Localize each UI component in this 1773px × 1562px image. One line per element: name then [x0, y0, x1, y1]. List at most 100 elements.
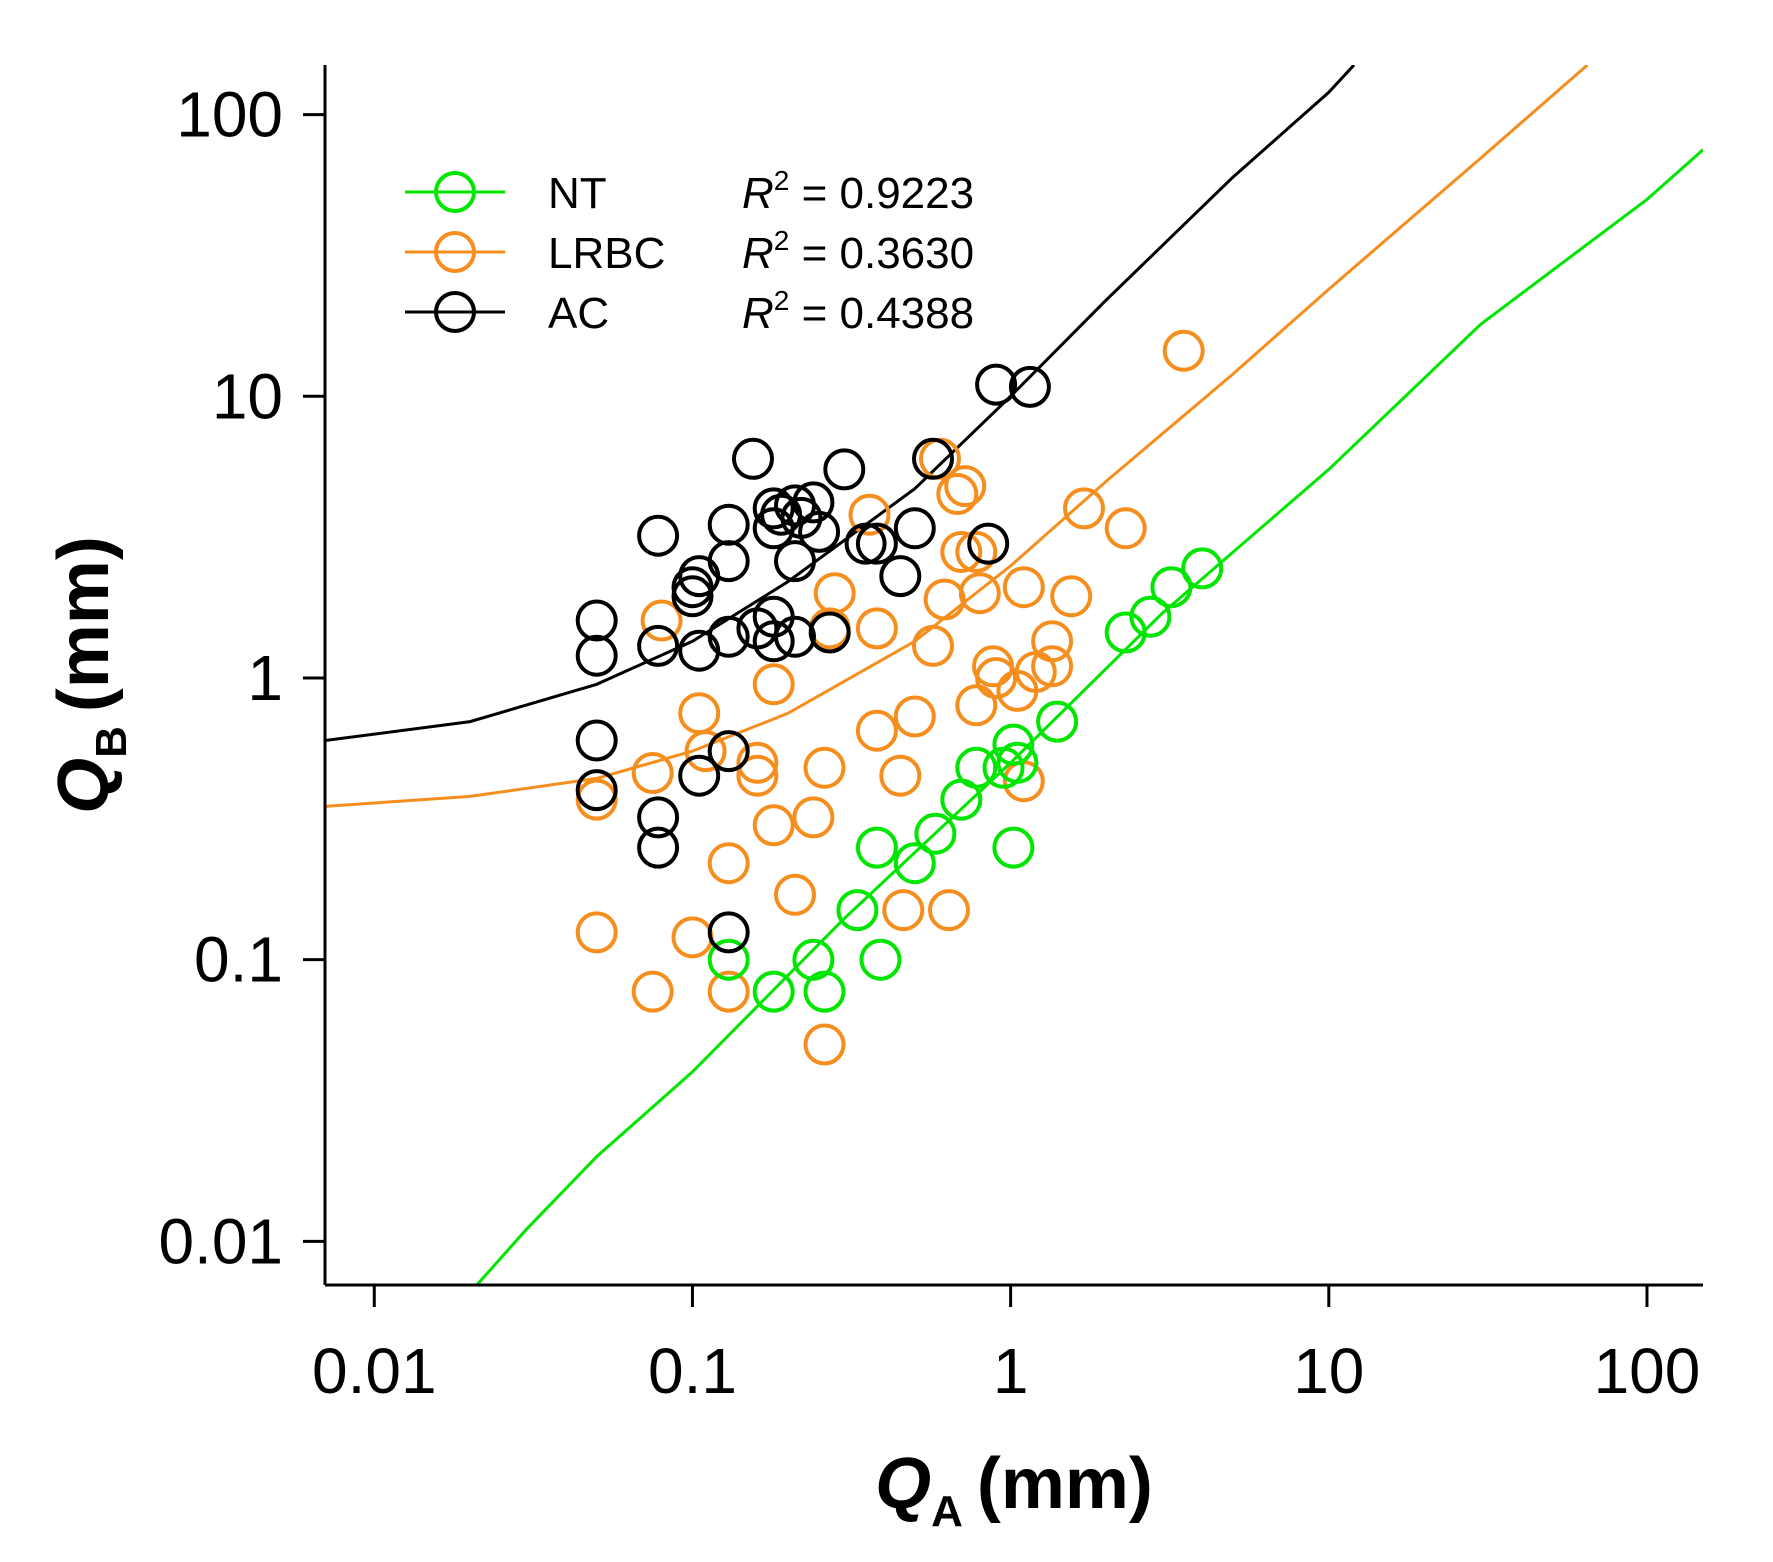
- point-ac-36: [893, 507, 936, 550]
- x-tick-label-4: 100: [1594, 1335, 1701, 1407]
- point-ac-39: [975, 363, 1018, 406]
- point-lrbc-45: [1063, 487, 1105, 530]
- point-lrbc-35: [958, 572, 1001, 615]
- point-ac-31: [808, 611, 851, 654]
- point-lrbc-8: [707, 842, 750, 885]
- point-lrbc-32: [944, 465, 987, 508]
- point-lrbc-10: [736, 741, 779, 784]
- point-lrbc-5: [671, 916, 714, 959]
- point-ac-20: [752, 487, 795, 530]
- y-axis-title-main: Q: [44, 758, 124, 814]
- point-ac-4: [637, 514, 680, 557]
- point-lrbc-24: [882, 889, 925, 932]
- point-ac-14: [707, 540, 750, 583]
- x-tick-label-1: 0.1: [648, 1335, 737, 1407]
- scatter-points: [575, 329, 1224, 1066]
- point-lrbc-42: [1031, 620, 1074, 663]
- legend-r2-ac: R2 = 0.4388: [742, 285, 974, 338]
- point-ac-27: [774, 615, 816, 658]
- point-ac-5: [637, 624, 680, 667]
- point-ac-40: [1008, 365, 1051, 408]
- point-nt-5: [855, 826, 898, 869]
- point-lrbc-23: [879, 754, 922, 797]
- y-tick-label-4: 100: [176, 79, 283, 151]
- x-axis-title-unit: (mm): [977, 1444, 1153, 1524]
- point-lrbc-28: [923, 578, 966, 621]
- legend: NT R2 = 0.9223 LRBC R2 = 0.3630 AC R2 = …: [405, 165, 974, 338]
- axes: [323, 65, 1703, 1287]
- point-nt-10: [955, 746, 998, 789]
- point-nt-4: [836, 889, 879, 932]
- legend-item-nt: NT R2 = 0.9223: [405, 165, 974, 218]
- point-nt-12: [992, 723, 1035, 766]
- point-nt-15: [1036, 700, 1079, 743]
- point-nt-8: [914, 812, 957, 855]
- point-lrbc-44: [1050, 575, 1093, 618]
- point-lrbc-12: [752, 804, 795, 847]
- point-nt-16: [1104, 611, 1147, 654]
- point-nt-19: [1181, 547, 1224, 590]
- point-lrbc-43: [1031, 645, 1074, 688]
- point-nt-1: [752, 970, 795, 1013]
- point-ac-16: [707, 730, 750, 773]
- point-ac-18: [732, 437, 774, 480]
- y-axis-title-sub: B: [87, 726, 136, 758]
- point-ac-32: [823, 448, 866, 491]
- x-axis-title-main: Q: [875, 1444, 931, 1524]
- point-lrbc-15: [792, 796, 835, 839]
- legend-r2-nt: R2 = 0.9223: [742, 165, 974, 218]
- x-tick-label-0: 0.01: [312, 1335, 437, 1407]
- point-lrbc-17: [803, 1023, 846, 1066]
- point-lrbc-11: [736, 754, 779, 797]
- point-lrbc-34: [955, 684, 998, 727]
- point-ac-3: [575, 769, 618, 812]
- point-lrbc-37: [975, 657, 1018, 699]
- point-nt-7: [893, 842, 936, 885]
- y-axis-title-unit: (mm): [44, 536, 124, 712]
- point-lrbc-3: [631, 970, 674, 1013]
- fit-line-ac: [325, 65, 1356, 742]
- fit-line-nt: [475, 148, 1703, 1285]
- legend-marker-nt: [434, 171, 476, 213]
- point-nt-3: [803, 970, 846, 1013]
- legend-r2-lrbc: R2 = 0.3630: [742, 225, 974, 278]
- point-lrbc-21: [855, 607, 898, 650]
- point-ac-10: [678, 555, 721, 598]
- legend-label-ac: AC: [548, 289, 609, 338]
- point-ac-33: [844, 522, 887, 565]
- legend-marker-lrbc: [434, 231, 476, 273]
- x-axis-title: QA (mm): [875, 1444, 1153, 1536]
- point-lrbc-22: [855, 709, 898, 752]
- point-lrbc-4: [640, 599, 683, 642]
- point-lrbc-33: [955, 531, 998, 573]
- point-lrbc-30: [936, 473, 979, 515]
- point-lrbc-20: [848, 493, 891, 536]
- y-tick-label-2: 1: [247, 642, 283, 714]
- point-nt-18: [1150, 566, 1193, 609]
- point-nt-13: [996, 741, 1039, 784]
- point-ac-0: [575, 599, 618, 642]
- point-lrbc-19: [813, 572, 856, 615]
- point-lrbc-25: [893, 695, 936, 738]
- point-lrbc-39: [1002, 566, 1045, 609]
- x-axis-title-sub: A: [931, 1487, 963, 1536]
- point-ac-12: [678, 754, 721, 797]
- point-ac-37: [912, 437, 954, 480]
- point-nt-0: [707, 938, 750, 981]
- point-lrbc-1: [575, 911, 618, 954]
- legend-item-ac: AC R2 = 0.4388: [405, 285, 974, 338]
- point-ac-29: [792, 481, 835, 524]
- point-lrbc-13: [752, 663, 795, 706]
- x-tick-label-3: 10: [1293, 1335, 1364, 1407]
- legend-item-lrbc: LRBC R2 = 0.3630: [405, 225, 974, 278]
- point-ac-7: [637, 826, 680, 869]
- point-ac-34: [855, 522, 898, 565]
- point-ac-38: [967, 522, 1010, 565]
- point-nt-6: [859, 938, 902, 981]
- legend-marker-ac: [434, 291, 476, 333]
- point-lrbc-47: [1162, 329, 1205, 372]
- point-lrbc-16: [803, 746, 846, 789]
- point-nt-14: [992, 826, 1035, 869]
